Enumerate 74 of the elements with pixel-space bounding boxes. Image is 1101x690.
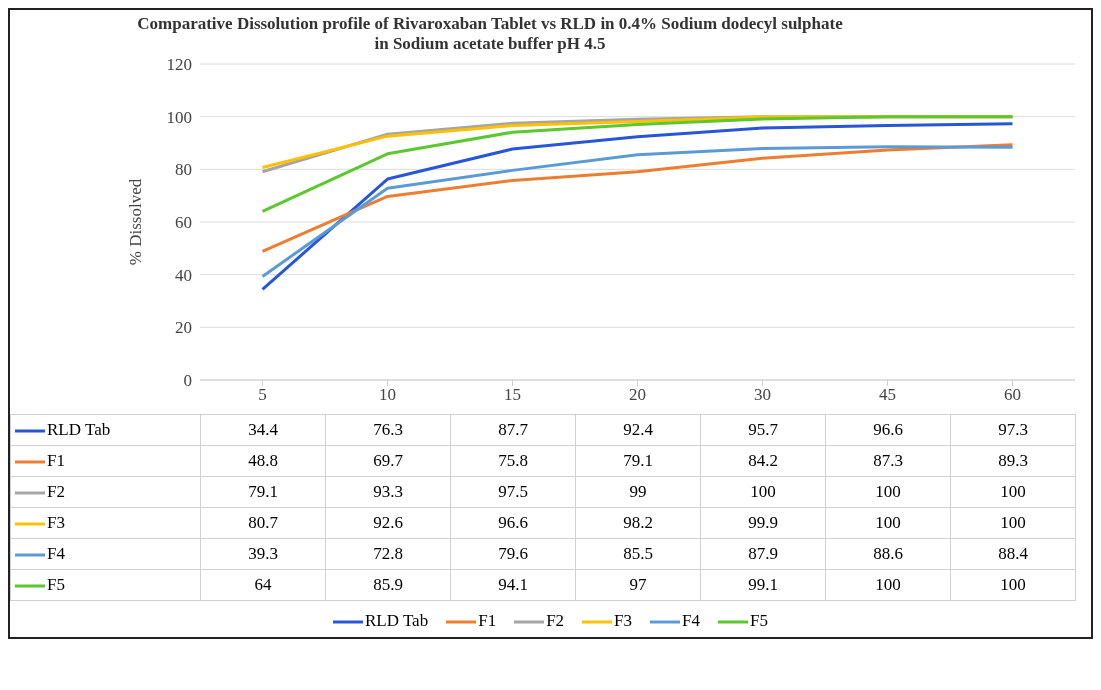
data-label: 34.4 <box>200 414 326 446</box>
data-label: 84.2 <box>700 445 826 477</box>
y-tick-label: 100 <box>166 107 192 127</box>
line-series <box>261 122 1014 291</box>
data-label: 87.7 <box>450 414 576 446</box>
data-label: 100 <box>950 476 1076 508</box>
data-label: 87.3 <box>825 445 951 477</box>
y-tick-label: 60 <box>175 213 192 233</box>
y-tick-label: 0 <box>183 371 192 391</box>
data-label: 76.3 <box>325 414 451 446</box>
line-series <box>261 145 1014 279</box>
data-label: 72.8 <box>325 538 451 570</box>
data-label: 75.8 <box>450 445 576 477</box>
text: RLD Tab <box>364 611 429 630</box>
y-tick-label: 80 <box>175 160 192 180</box>
data-label: 79.1 <box>200 476 326 508</box>
data-label: 88.4 <box>950 538 1076 570</box>
data-label: 69.7 <box>325 445 451 477</box>
text: F1 <box>478 611 497 630</box>
data-label: 99.1 <box>700 569 826 601</box>
data-label: 64 <box>200 569 326 601</box>
data-label: 96.6 <box>450 507 576 539</box>
data-label: 100 <box>825 569 951 601</box>
x-tick-label: 60 <box>1004 385 1021 405</box>
data-label: 96.6 <box>825 414 951 446</box>
data-label: 88.6 <box>825 538 951 570</box>
x-tick-label: 10 <box>379 385 396 405</box>
x-tick-label: 15 <box>504 385 521 405</box>
data-label: 100 <box>825 476 951 508</box>
legend-label: F5 <box>749 611 769 631</box>
data-label: 39.3 <box>200 538 326 570</box>
data-label: 80.7 <box>200 507 326 539</box>
text: F5 <box>47 575 65 594</box>
data-label: 93.3 <box>325 476 451 508</box>
x-tick-label: 5 <box>258 385 267 405</box>
text: F4 <box>682 611 701 630</box>
data-label: 98.2 <box>575 507 701 539</box>
legend-label: F2 <box>10 476 201 508</box>
data-label: 94.1 <box>450 569 576 601</box>
data-label: 99 <box>575 476 701 508</box>
data-label: 89.3 <box>950 445 1076 477</box>
legend-label: F1 <box>10 445 201 477</box>
data-label: 100 <box>825 507 951 539</box>
chart-title: Comparative Dissolution profile of Rivaroxaban Tablet vs RLD in 0.4% Sodium dodecyl sulphate in Sodium acetate buffer pH 4.5 <box>136 14 844 54</box>
data-label: 79.1 <box>575 445 701 477</box>
legend-label: F3 <box>10 507 201 539</box>
data-label: 97.3 <box>950 414 1076 446</box>
data-label: 99.9 <box>700 507 826 539</box>
y-tick-label: 120 <box>166 55 192 75</box>
line-series <box>261 115 1014 213</box>
data-label: 87.9 <box>700 538 826 570</box>
line-series <box>261 143 1014 253</box>
data-label: 100 <box>950 569 1076 601</box>
x-tick-label: 45 <box>879 385 896 405</box>
data-label: 92.6 <box>325 507 451 539</box>
y-tick-label: 20 <box>175 318 192 338</box>
y-axis-title: % Dissolved <box>126 178 146 266</box>
y-tick-label: 40 <box>175 265 192 285</box>
x-tick-label: 30 <box>754 385 771 405</box>
data-label: 97.5 <box>450 476 576 508</box>
data-label: 95.7 <box>700 414 826 446</box>
text: F2 <box>546 611 565 630</box>
data-label: 79.6 <box>450 538 576 570</box>
legend-label: RLD Tab <box>10 414 201 446</box>
data-label: 92.4 <box>575 414 701 446</box>
data-label: 100 <box>700 476 826 508</box>
data-label: 97 <box>575 569 701 601</box>
data-label: 48.8 <box>200 445 326 477</box>
data-label: 100 <box>950 507 1076 539</box>
legend-label: F4 <box>10 538 201 570</box>
text: F3 <box>614 611 633 630</box>
data-label: 85.9 <box>325 569 451 601</box>
x-tick-label: 20 <box>629 385 646 405</box>
data-label: 85.5 <box>575 538 701 570</box>
